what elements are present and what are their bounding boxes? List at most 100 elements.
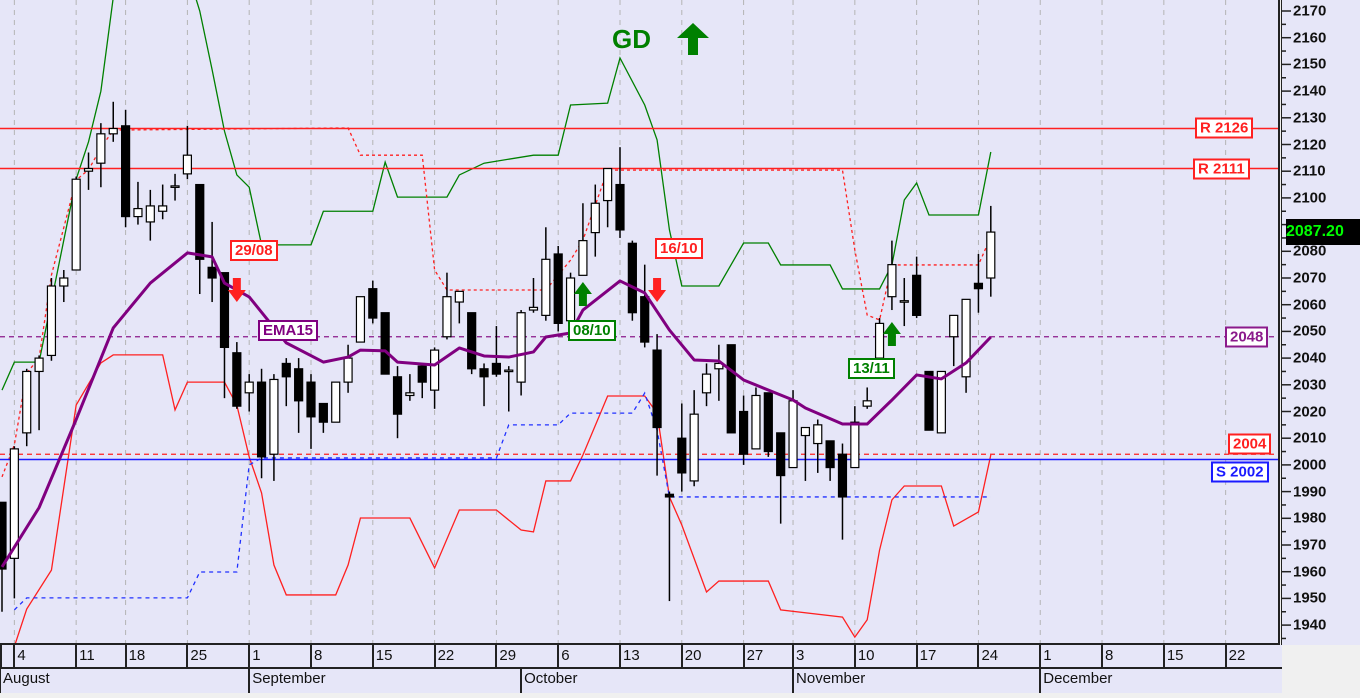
- month-label: August: [3, 670, 50, 687]
- price-tick-label: 2030: [1293, 376, 1327, 394]
- candle: [22, 368, 32, 447]
- candle-body-up: [936, 370, 946, 434]
- price-tick-label: 2000: [1293, 456, 1327, 474]
- candle: [306, 374, 316, 449]
- candle: [541, 227, 551, 321]
- candle-body-up: [800, 426, 811, 437]
- day-tick-label: 25: [190, 647, 208, 664]
- candle: [776, 432, 786, 524]
- candle: [813, 419, 823, 473]
- candle-body-up: [244, 381, 254, 394]
- date-axis[interactable]: 4 11 18 25 1 8 15 22 29 6 13 20 27 3 10 17 24 1 8 15 22 Augus…: [0, 645, 1282, 693]
- candle: [961, 298, 971, 393]
- candle: [553, 245, 563, 332]
- candle-body-up: [504, 369, 514, 373]
- candle: [874, 318, 885, 359]
- candle: [318, 402, 328, 433]
- candle: [244, 374, 254, 412]
- candle-body-up: [751, 394, 761, 450]
- candle-body-down: [219, 272, 230, 349]
- month-label: November: [796, 670, 866, 687]
- candle-body-up: [405, 392, 415, 397]
- day-separator: [13, 645, 16, 668]
- candle: [664, 491, 675, 602]
- price-tick-label: 1940: [1293, 616, 1327, 634]
- month-label: December: [1043, 670, 1113, 687]
- price-axis[interactable]: 2170216021502140213021202110210020902080…: [1281, 0, 1360, 645]
- candle-body-down: [640, 296, 650, 343]
- candle: [158, 184, 168, 220]
- candle: [936, 370, 946, 434]
- day-tick-label: 8: [314, 647, 323, 664]
- candle-body-up: [331, 381, 341, 423]
- price-tick-label: 2100: [1293, 189, 1327, 207]
- candle: [986, 205, 996, 297]
- candle: [170, 173, 180, 201]
- month-separator: [1039, 668, 1042, 693]
- candle-body-down: [677, 437, 687, 474]
- month-label: September: [252, 670, 326, 687]
- lower-band-line: [14, 354, 992, 645]
- candle: [491, 326, 501, 377]
- candle: [751, 387, 761, 450]
- candle: [281, 358, 291, 407]
- candle-body-up: [108, 127, 118, 135]
- candle-body-down: [417, 365, 427, 383]
- banner-text: GD: [612, 24, 651, 54]
- candle: [677, 403, 687, 492]
- candle: [331, 381, 341, 423]
- candle: [479, 363, 489, 407]
- candle-body-down: [207, 266, 217, 279]
- candle: [701, 363, 712, 407]
- candle: [689, 390, 699, 487]
- price-tick-label: 2010: [1293, 429, 1327, 447]
- candle-body-up: [34, 357, 44, 373]
- candle-body-up: [986, 231, 996, 279]
- candle-body-up: [788, 400, 798, 469]
- price-tick-label: 2020: [1293, 403, 1327, 420]
- candle: [417, 365, 427, 399]
- level-label: R 2111: [1193, 158, 1250, 180]
- candle-body-up: [442, 296, 452, 338]
- day-separator: [619, 645, 621, 668]
- price-tick-label: 2040: [1293, 349, 1327, 367]
- price-tick-label: 2060: [1293, 296, 1327, 314]
- candle-body-down: [392, 376, 403, 415]
- month-separator: [0, 668, 1, 693]
- candle-body-up: [59, 277, 69, 287]
- candle-body-up: [182, 154, 192, 175]
- candle-body-up: [22, 370, 32, 434]
- candle-body-up: [899, 300, 909, 303]
- candle: [430, 347, 440, 409]
- candles: [0, 101, 996, 612]
- day-separator: [977, 645, 980, 668]
- candle-body-down: [763, 392, 773, 453]
- candle-body-down: [837, 453, 848, 498]
- candle: [825, 440, 835, 481]
- candle-body-up: [541, 258, 551, 316]
- candle-body-down: [627, 242, 637, 314]
- month-separator: [248, 668, 251, 693]
- price-tick-label: 2160: [1293, 29, 1327, 47]
- price-tick-label: 1990: [1293, 483, 1327, 501]
- chart-plot-area[interactable]: R 2126 R 2111 2048 2004 S 2002 EMA15 29/08 08/1…: [0, 0, 1280, 645]
- day-separator: [1101, 645, 1104, 668]
- price-axis-ticks: [1281, 0, 1291, 645]
- candle-body-up: [603, 167, 613, 202]
- signal-arrows: [227, 278, 901, 346]
- chart-svg: [0, 0, 1280, 645]
- price-tick-label: 1960: [1293, 563, 1327, 581]
- candle: [96, 123, 106, 188]
- price-tick-label: 1970: [1293, 536, 1327, 554]
- month-label: October: [524, 670, 578, 687]
- candle-body-up: [565, 277, 576, 322]
- candle: [380, 312, 390, 375]
- candle: [0, 501, 7, 612]
- day-separator: [248, 645, 251, 668]
- candle: [120, 109, 131, 228]
- candle-body-up: [430, 349, 440, 391]
- candle-body-down: [281, 362, 291, 378]
- candle: [726, 344, 736, 434]
- candle: [219, 272, 230, 399]
- day-tick-label: 6: [561, 647, 570, 664]
